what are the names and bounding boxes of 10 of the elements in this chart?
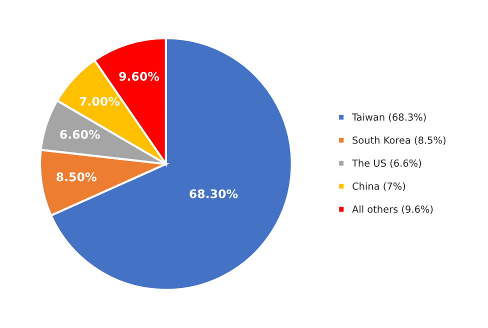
data-label: 6.60% [60,130,100,139]
data-label: 9.60% [119,72,160,81]
legend-label: China (7%) [352,182,406,191]
legend-label: The US (6.6%) [352,159,422,168]
data-label: 8.50% [56,172,96,182]
data-label: 68.30% [190,189,238,198]
data-label: 7.00% [80,96,120,106]
legend-label: All others (9.6%) [352,205,433,214]
legend-label: Taiwan (68.3%) [352,113,426,122]
legend-label: South Korea (8.5%) [352,136,446,145]
